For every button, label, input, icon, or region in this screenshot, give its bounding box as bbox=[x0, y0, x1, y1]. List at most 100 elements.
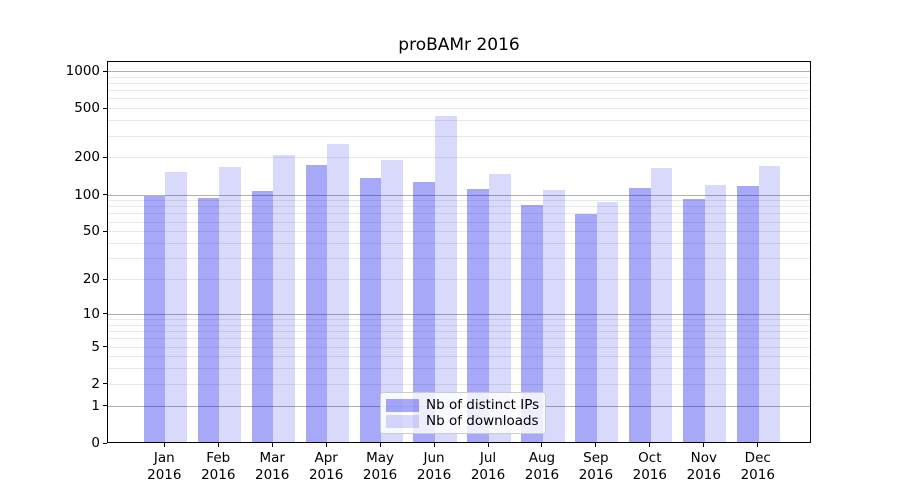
x-tick-label-month: Aug bbox=[528, 450, 556, 466]
gridline-minor-800 bbox=[108, 83, 810, 85]
x-tick-label-year: 2016 bbox=[362, 467, 398, 483]
x-tick-label-sep: Sep 2016 bbox=[579, 450, 613, 484]
bar-distinct-ips-feb bbox=[197, 198, 220, 442]
bar-downloads-aug bbox=[543, 189, 565, 442]
x-tick-label-month: Dec bbox=[744, 450, 771, 466]
gridline-minor-4 bbox=[108, 356, 810, 358]
y-tick-label-50: 50 bbox=[82, 223, 100, 240]
x-tick-dec bbox=[757, 443, 759, 447]
gridline-minor-50 bbox=[108, 231, 810, 233]
x-tick-label-apr: Apr 2016 bbox=[309, 450, 343, 484]
x-tick-label-month: Jun bbox=[423, 450, 445, 466]
legend-swatch-distinct-ips bbox=[386, 398, 419, 412]
x-tick-label-mar: Mar 2016 bbox=[255, 450, 289, 484]
x-tick-label-jan: Jan 2016 bbox=[147, 450, 181, 484]
bar-downloads-jan bbox=[165, 171, 187, 442]
bar-distinct-ips-mar bbox=[251, 191, 274, 442]
legend-label-downloads: Nb of downloads bbox=[426, 413, 539, 429]
bar-downloads-mar bbox=[273, 155, 295, 442]
legend-row-downloads: Nb of downloads bbox=[386, 413, 539, 429]
bar-downloads-oct bbox=[650, 167, 673, 442]
x-tick-label-jun: Jun 2016 bbox=[417, 450, 451, 484]
x-tick-feb bbox=[217, 443, 219, 447]
gridline-major-10 bbox=[108, 313, 810, 315]
bar-downloads-feb bbox=[219, 166, 241, 442]
y-tick-1000 bbox=[103, 70, 107, 72]
gridline-minor-8 bbox=[108, 324, 810, 326]
y-tick-label-2: 2 bbox=[91, 375, 100, 392]
x-tick-label-feb: Feb 2016 bbox=[201, 450, 235, 484]
x-tick-mar bbox=[271, 443, 273, 447]
x-tick-label-jul: Jul 2016 bbox=[471, 450, 505, 484]
y-tick-2 bbox=[103, 383, 107, 385]
gridline-minor-400 bbox=[108, 120, 810, 122]
x-tick-label-month: Oct bbox=[638, 450, 662, 466]
bar-distinct-ips-aug bbox=[521, 204, 543, 442]
x-tick-label-may: May 2016 bbox=[363, 450, 397, 484]
gridline-major-1000 bbox=[108, 71, 810, 73]
gridline-minor-700 bbox=[108, 90, 810, 92]
x-tick-label-month: Jan bbox=[153, 450, 175, 466]
x-tick-label-dec: Dec 2016 bbox=[741, 450, 775, 484]
bar-downloads-sep bbox=[596, 202, 619, 442]
x-tick-label-year: 2016 bbox=[740, 467, 775, 483]
x-tick-may bbox=[379, 443, 381, 447]
x-tick-label-year: 2016 bbox=[416, 467, 452, 483]
x-tick-label-month: Sep bbox=[583, 450, 609, 466]
gridline-major-100 bbox=[108, 194, 810, 196]
bar-downloads-may bbox=[381, 159, 403, 442]
x-tick-label-year: 2016 bbox=[524, 467, 560, 483]
legend-row-distinct-ips: Nb of distinct IPs bbox=[386, 397, 539, 413]
bar-distinct-ips-apr bbox=[305, 164, 328, 442]
bar-distinct-ips-oct bbox=[629, 188, 651, 442]
x-tick-label-year: 2016 bbox=[632, 467, 668, 483]
y-tick-5 bbox=[103, 346, 107, 348]
y-tick-10 bbox=[103, 313, 107, 315]
legend-label-distinct-ips: Nb of distinct IPs bbox=[426, 397, 540, 413]
gridline-minor-200 bbox=[108, 157, 810, 159]
x-tick-jun bbox=[433, 443, 435, 447]
gridline-minor-3 bbox=[108, 368, 810, 370]
gridline-minor-5 bbox=[108, 346, 810, 348]
x-tick-label-year: 2016 bbox=[578, 467, 614, 483]
gridline-minor-40 bbox=[108, 243, 810, 245]
x-tick-label-month: Jul bbox=[479, 450, 497, 466]
bar-distinct-ips-may bbox=[359, 177, 382, 442]
x-tick-label-year: 2016 bbox=[686, 467, 721, 483]
gridline-minor-60 bbox=[108, 221, 810, 223]
bar-downloads-nov bbox=[704, 184, 727, 442]
y-tick-label-500: 500 bbox=[74, 100, 100, 117]
y-tick-20 bbox=[103, 278, 107, 280]
gridline-minor-70 bbox=[108, 213, 810, 215]
x-tick-label-year: 2016 bbox=[470, 467, 506, 483]
y-tick-label-10: 10 bbox=[82, 305, 100, 322]
bar-distinct-ips-jul bbox=[467, 189, 489, 442]
x-tick-sep bbox=[595, 443, 597, 447]
gridline-minor-6 bbox=[108, 338, 810, 340]
gridline-minor-600 bbox=[108, 98, 810, 100]
y-tick-0 bbox=[103, 442, 107, 444]
gridline-minor-90 bbox=[108, 200, 810, 202]
gridline-minor-7 bbox=[108, 331, 810, 333]
x-tick-label-year: 2016 bbox=[255, 467, 290, 483]
y-tick-label-5: 5 bbox=[91, 338, 100, 355]
y-tick-label-0: 0 bbox=[91, 435, 100, 451]
legend: Nb of distinct IPs Nb of downloads bbox=[380, 392, 546, 434]
y-tick-100 bbox=[103, 194, 107, 196]
bar-downloads-apr bbox=[327, 144, 349, 442]
grid-layer bbox=[108, 62, 810, 442]
bar-downloads-jun bbox=[435, 115, 457, 442]
x-tick-label-aug: Aug 2016 bbox=[525, 450, 559, 484]
x-tick-jan bbox=[163, 443, 165, 447]
plot-area bbox=[107, 61, 811, 443]
bar-distinct-ips-dec bbox=[737, 185, 759, 442]
y-tick-label-200: 200 bbox=[74, 149, 100, 166]
legend-swatch-downloads bbox=[386, 414, 419, 428]
x-tick-label-year: 2016 bbox=[147, 467, 182, 483]
x-tick-label-month: May bbox=[366, 450, 395, 466]
x-tick-label-month: Apr bbox=[314, 450, 338, 466]
gridline-minor-20 bbox=[108, 279, 810, 281]
chart-title: proBAMr 2016 bbox=[398, 35, 520, 55]
x-tick-label-month: Feb bbox=[206, 450, 231, 466]
bar-distinct-ips-sep bbox=[575, 214, 597, 442]
